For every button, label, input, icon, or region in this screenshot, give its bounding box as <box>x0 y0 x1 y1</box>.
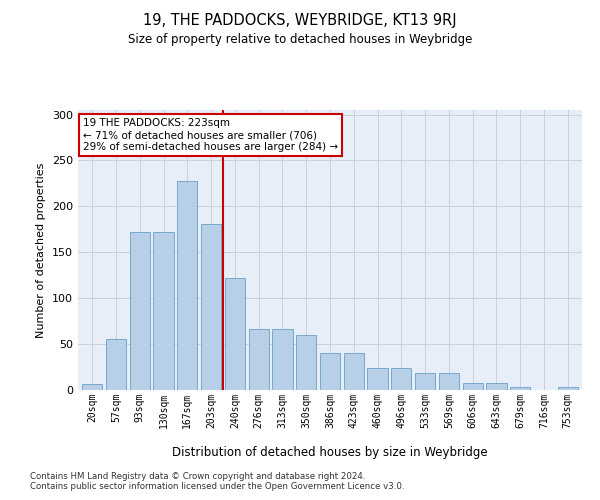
Text: Distribution of detached houses by size in Weybridge: Distribution of detached houses by size … <box>172 446 488 459</box>
Text: Contains HM Land Registry data © Crown copyright and database right 2024.: Contains HM Land Registry data © Crown c… <box>30 472 365 481</box>
Bar <box>177 180 197 390</box>
Text: 19, THE PADDOCKS, WEYBRIDGE, KT13 9RJ: 19, THE PADDOCKS, WEYBRIDGE, KT13 9RJ <box>143 12 457 28</box>
Bar <box>344 354 364 390</box>
Bar <box>201 224 221 390</box>
Bar <box>439 372 459 390</box>
Bar <box>415 372 435 390</box>
Bar <box>320 354 340 390</box>
Bar <box>391 368 412 390</box>
Text: 19 THE PADDOCKS: 223sqm
← 71% of detached houses are smaller (706)
29% of semi-d: 19 THE PADDOCKS: 223sqm ← 71% of detache… <box>83 118 338 152</box>
Bar <box>154 232 173 390</box>
Bar <box>463 382 483 390</box>
Bar <box>296 335 316 390</box>
Bar <box>272 330 293 390</box>
Bar <box>487 382 506 390</box>
Y-axis label: Number of detached properties: Number of detached properties <box>37 162 46 338</box>
Bar <box>82 384 103 390</box>
Bar <box>557 387 578 390</box>
Bar <box>248 330 269 390</box>
Bar <box>225 278 245 390</box>
Text: Contains public sector information licensed under the Open Government Licence v3: Contains public sector information licen… <box>30 482 404 491</box>
Text: Size of property relative to detached houses in Weybridge: Size of property relative to detached ho… <box>128 32 472 46</box>
Bar <box>106 338 126 390</box>
Bar <box>130 232 150 390</box>
Bar <box>510 387 530 390</box>
Bar <box>367 368 388 390</box>
